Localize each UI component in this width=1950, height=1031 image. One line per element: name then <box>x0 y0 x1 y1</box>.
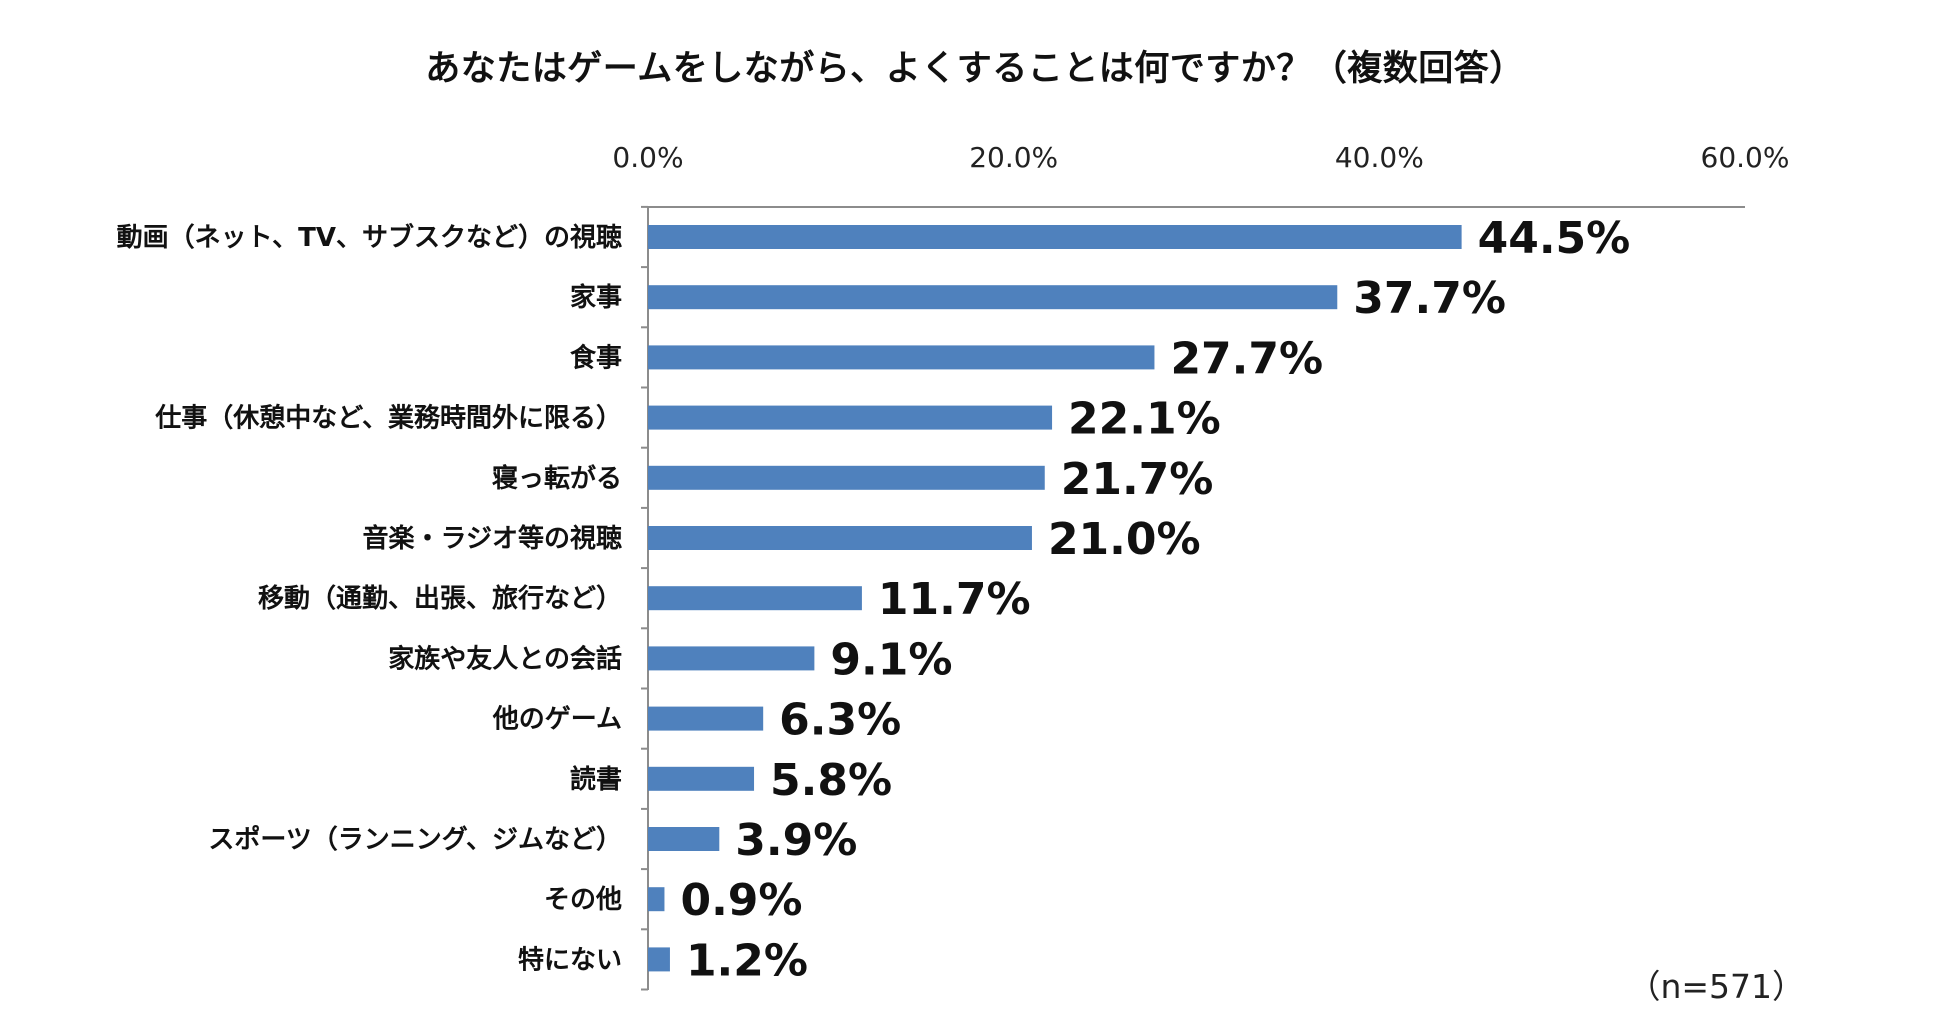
category-label: その他 <box>544 885 622 915</box>
data-label: 22.1% <box>1068 394 1221 445</box>
bars <box>648 225 1462 972</box>
bar <box>648 827 720 851</box>
category-label: 家事 <box>570 282 622 313</box>
data-label: 9.1% <box>830 634 952 685</box>
bar <box>648 706 764 731</box>
data-label: 5.8% <box>770 755 892 806</box>
category-label: 音楽・ラジオ等の視聴 <box>363 523 622 554</box>
category-label: スポーツ（ランニング、ジムなど） <box>208 824 622 855</box>
category-label: 寝っ転がる <box>492 463 622 494</box>
chart-title: あなたはゲームをしながら、よくすることは何ですか？（複数回答） <box>425 49 1525 89</box>
bar <box>648 766 755 791</box>
category-label: 他のゲーム <box>492 705 622 735</box>
data-label: 27.7% <box>1170 333 1323 384</box>
x-tick-label: 0.0% <box>612 141 683 174</box>
bar <box>648 887 665 912</box>
data-label: 6.3% <box>779 695 901 746</box>
category-label: 食事 <box>570 342 622 373</box>
data-label: 21.0% <box>1048 514 1201 565</box>
data-label: 0.9% <box>680 875 802 926</box>
sample-size-note: （n=571） <box>1627 967 1805 1006</box>
bar <box>648 526 1032 550</box>
data-label: 11.7% <box>878 574 1031 625</box>
bar <box>648 225 1462 249</box>
bar <box>648 465 1045 490</box>
data-label: 21.7% <box>1061 454 1214 505</box>
bar <box>648 646 815 671</box>
value-labels: 44.5% 37.7% 27.7% 22.1% 21.7% 21.0% 11.7% 9.1% 6… <box>680 213 1630 986</box>
category-label: 動画（ネット、TV、サブスクなど）の視聴 <box>117 222 622 253</box>
x-tick-label: 60.0% <box>1701 141 1790 174</box>
category-labels: 動画（ネット、TV、サブスクなど）の視聴家事食事仕事（休憩中など、業務時間外に限… <box>117 222 622 975</box>
category-label: 特にない <box>518 944 622 975</box>
data-label: 44.5% <box>1478 213 1631 264</box>
x-tick-label: 20.0% <box>969 141 1058 174</box>
category-label: 仕事（休憩中など、業務時間外に限る） <box>154 403 622 434</box>
data-label: 3.9% <box>735 815 857 866</box>
bar <box>648 586 862 611</box>
category-label: 移動（通勤、出張、旅行など） <box>258 583 622 614</box>
category-label: 読書 <box>570 764 622 795</box>
bar <box>648 405 1053 430</box>
bar <box>648 345 1155 370</box>
x-tick-label: 40.0% <box>1335 141 1424 174</box>
data-label: 37.7% <box>1353 273 1506 324</box>
data-label: 1.2% <box>686 935 808 986</box>
category-label: 家族や友人との会話 <box>388 643 622 674</box>
bar <box>648 947 670 972</box>
bar <box>648 285 1338 310</box>
